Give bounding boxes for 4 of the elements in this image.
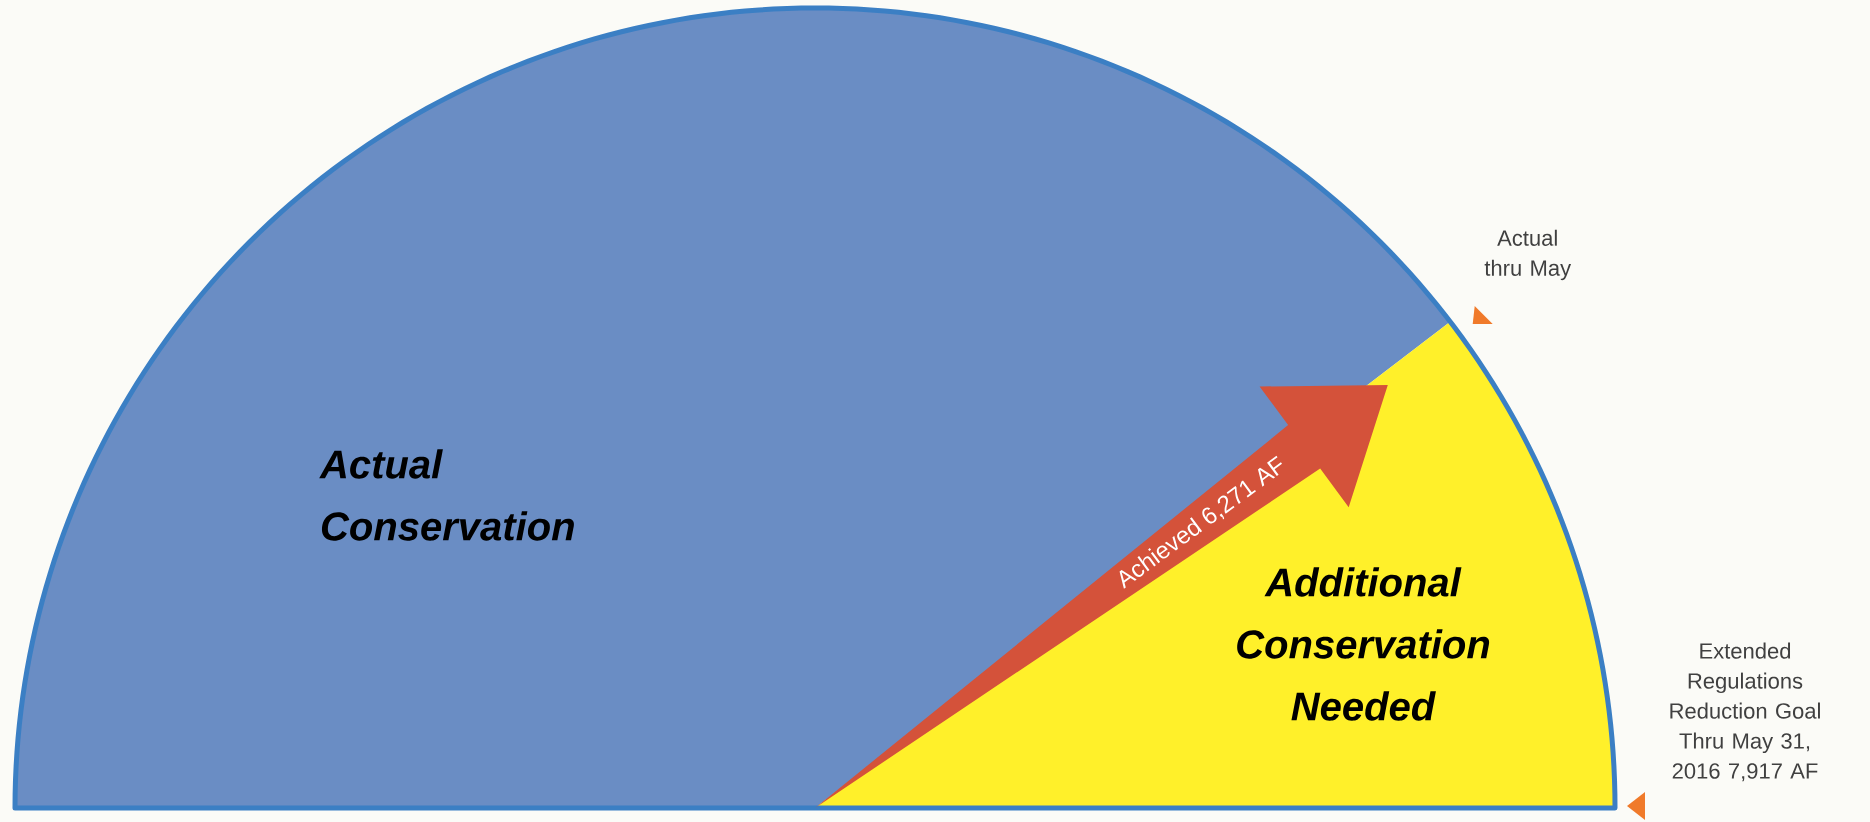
text: Extended Regulations Reduction Goal Thru May 31, 2016 7,917 AF — [1670, 642, 1820, 782]
slice-label: Additional Conservation Needed — [1237, 567, 1490, 721]
slice-label: Actual Conservation — [319, 449, 574, 541]
text: Actual thru May — [1484, 229, 1572, 281]
